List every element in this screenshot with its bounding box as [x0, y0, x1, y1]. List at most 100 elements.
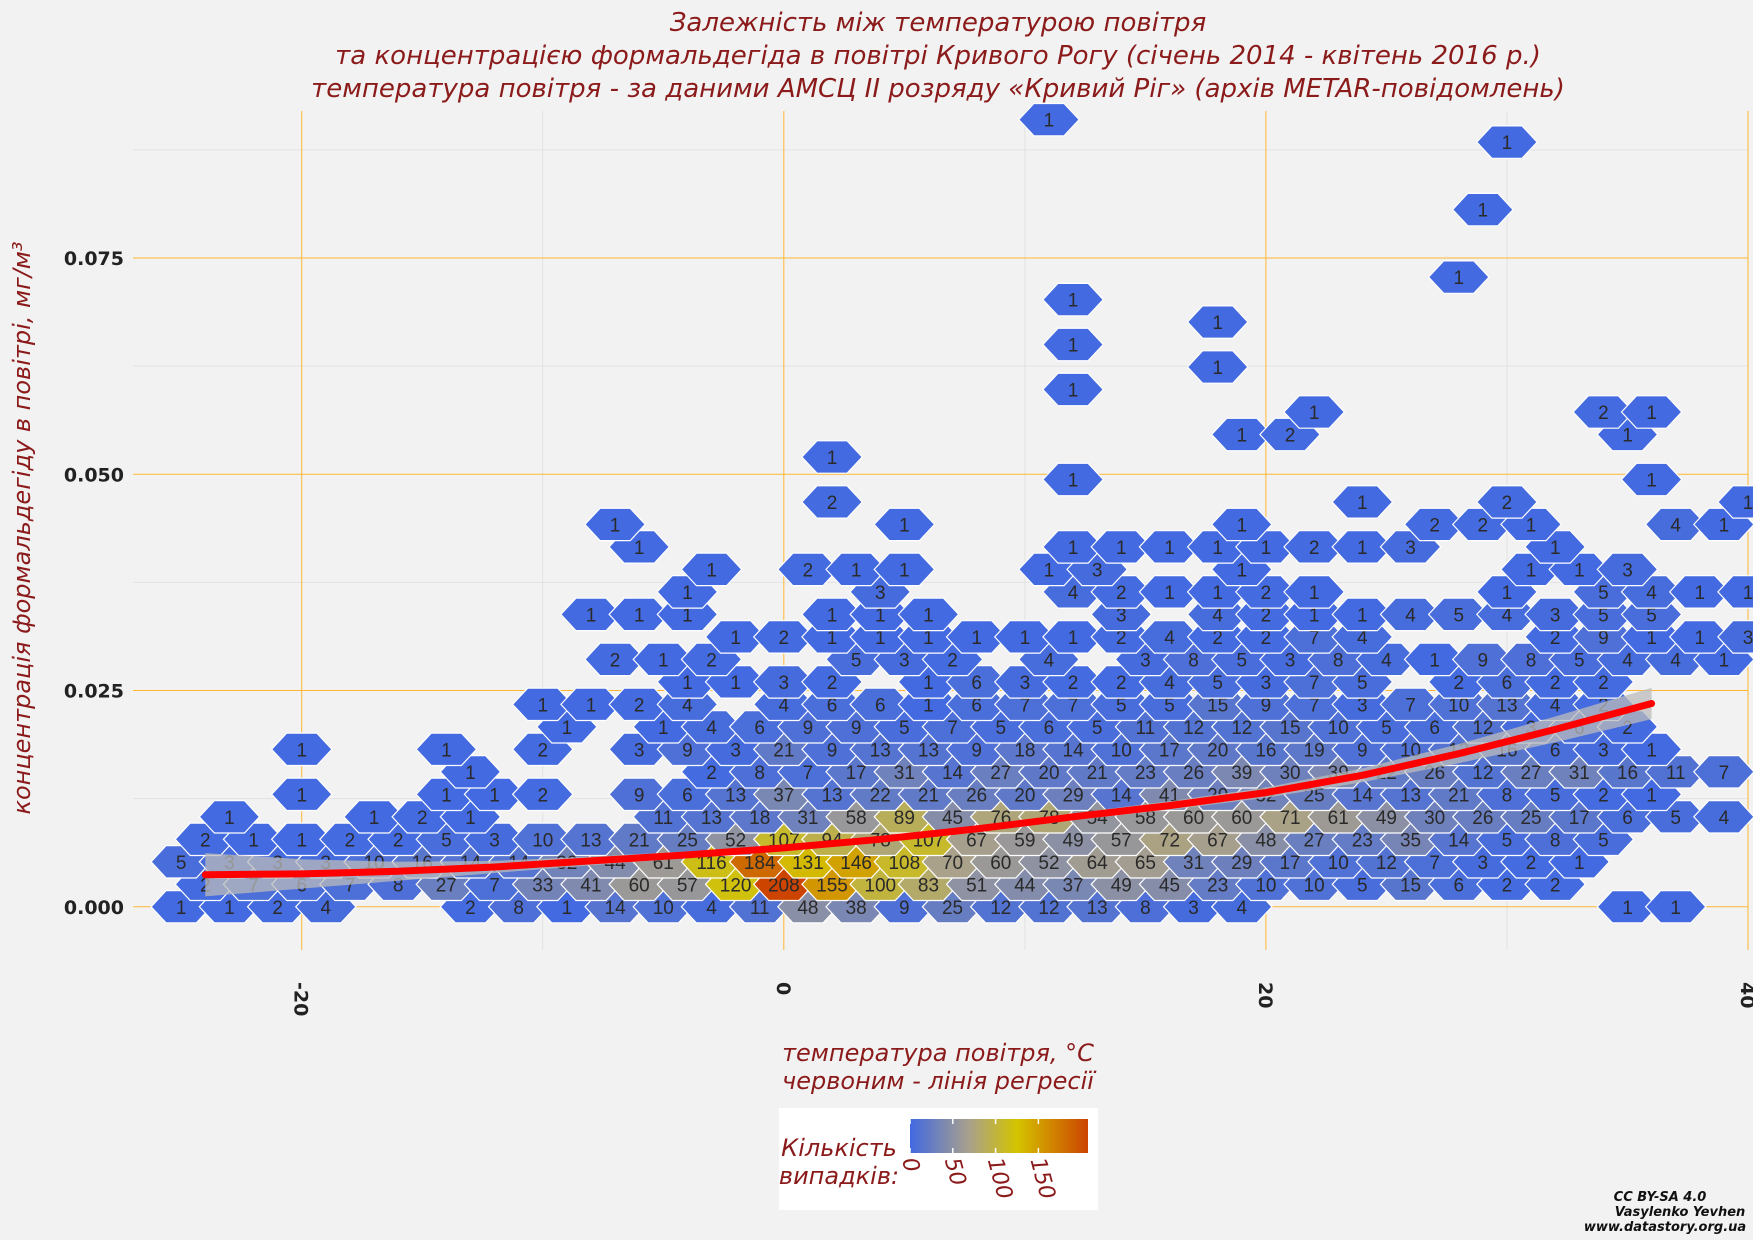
hex-count-label: 9	[634, 785, 645, 806]
hex-count-label: 14	[1352, 785, 1374, 806]
hex-count-label: 1	[1646, 785, 1657, 806]
hex-count-label: 64	[1087, 853, 1109, 874]
hex-bin	[415, 732, 478, 767]
hex-count-label: 6	[1622, 808, 1633, 829]
hex-count-label: 49	[1111, 875, 1132, 896]
hex-count-label: 2	[1598, 785, 1609, 806]
title-line-3: температура повітря - за даними АМСЦ ІІ …	[311, 74, 1565, 104]
hex-count-label: 1	[1044, 111, 1055, 132]
x-tick-label: -20	[290, 982, 312, 1016]
hex-count-label: 1	[923, 673, 934, 694]
hex-count-label: 8	[1526, 650, 1537, 671]
hex-count-label: 5	[1598, 830, 1609, 851]
hex-count-label: 7	[1309, 628, 1320, 649]
hex-count-label: 7	[345, 875, 356, 896]
hex-count-label: 1	[1261, 538, 1272, 559]
legend: Кількість випадків: 0 50 100 150	[779, 1108, 1098, 1210]
y-tick-label: 0.075	[64, 248, 124, 270]
hex-count-label: 7	[489, 875, 500, 896]
hex-count-label: 1	[224, 808, 235, 829]
hex-count-label: 23	[1352, 830, 1373, 851]
hex-count-label: 2	[827, 493, 838, 514]
hex-count-label: 59	[1014, 830, 1035, 851]
hex-count-label: 14	[942, 763, 964, 784]
hex-count-label: 58	[846, 808, 867, 829]
hex-count-label: 2	[947, 650, 958, 671]
hex-count-label: 25	[1520, 808, 1541, 829]
hex-count-label: 61	[1328, 808, 1349, 829]
hex-count-label: 3	[634, 740, 645, 761]
hex-count-label: 8	[1333, 650, 1344, 671]
hex-bin	[270, 777, 333, 812]
hex-count-label: 4	[1357, 628, 1368, 649]
hex-count-label: 49	[1063, 830, 1084, 851]
hex-count-label: 2	[1309, 538, 1320, 559]
hex-count-label: 10	[1328, 853, 1349, 874]
hex-count-label: 13	[821, 785, 842, 806]
hex-count-label: 6	[1453, 875, 1464, 896]
hex-count-label: 70	[942, 853, 963, 874]
hex-count-label: 2	[610, 650, 621, 671]
hex-count-label: 2	[1550, 628, 1561, 649]
hex-bin	[1451, 192, 1514, 227]
hex-count-label: 4	[321, 898, 332, 919]
hex-count-label: 4	[1550, 695, 1561, 716]
hex-count-label: 10	[1111, 740, 1132, 761]
hex-count-label: 1	[1526, 560, 1537, 581]
hex-count-label: 3	[1357, 695, 1368, 716]
hex-bin	[801, 485, 864, 519]
hex-count-label: 27	[436, 875, 457, 896]
hex-count-label: 17	[1279, 853, 1300, 874]
hex-count-label: 2	[1212, 628, 1223, 649]
hex-count-label: 1	[562, 718, 573, 739]
hex-count-label: 3	[1405, 538, 1416, 559]
hex-count-label: 2	[1550, 875, 1561, 896]
credits: CC BY-SA 4.0 Vasylenko Yevhen www.datast…	[1584, 1190, 1746, 1235]
hex-count-label: 33	[532, 875, 553, 896]
hex-count-label: 1	[1164, 538, 1175, 559]
hex-bin	[1475, 485, 1538, 519]
hex-count-label: 71	[1279, 808, 1300, 829]
hex-count-label: 1	[899, 560, 910, 581]
x-axis-label-line-1: температура повітря, °С	[782, 1039, 1094, 1067]
hex-count-label: 1	[1478, 201, 1489, 222]
title-line-1: Залежність між температурою повітря	[670, 8, 1206, 38]
hex-count-label: 35	[1400, 830, 1421, 851]
hex-count-label: 5	[1502, 830, 1513, 851]
hex-count-label: 10	[1328, 718, 1349, 739]
y-axis-label: концентрація формальдегіду в повітрі, мг…	[8, 241, 36, 814]
hex-count-label: 1	[827, 605, 838, 626]
hex-count-label: 131	[792, 853, 824, 874]
hex-bin	[1042, 462, 1105, 497]
hex-count-label: 5	[1598, 605, 1609, 626]
hex-count-label: 17	[1569, 808, 1590, 829]
hex-count-label: 2	[1116, 628, 1127, 649]
hex-count-label: 21	[1087, 763, 1108, 784]
hex-count-label: 2	[706, 763, 717, 784]
hex-count-label: 2	[1598, 403, 1609, 424]
hex-count-label: 1	[1743, 493, 1753, 514]
credit-license: CC BY-SA 4.0	[1614, 1190, 1707, 1205]
hex-count-label: 5	[1574, 650, 1585, 671]
hex-bin	[873, 507, 936, 542]
x-axis-label: температура повітря, °С червоним - лінія…	[782, 1039, 1097, 1095]
hex-count-label: 2	[1550, 673, 1561, 694]
hex-count-label: 10	[1304, 875, 1325, 896]
hex-count-label: 9	[971, 740, 982, 761]
x-axis-label-line-2: червоним - лінія регресії	[782, 1067, 1097, 1095]
hex-count-label: 4	[1405, 605, 1416, 626]
hex-count-label: 5	[1092, 718, 1103, 739]
hex-count-label: 23	[1207, 875, 1228, 896]
hex-count-label: 1	[923, 605, 934, 626]
hex-bin	[897, 597, 960, 632]
hex-count-label: 31	[1569, 763, 1590, 784]
hex-count-label: 16	[1617, 763, 1638, 784]
hex-count-label: 4	[1719, 808, 1730, 829]
hex-count-label: 20	[1207, 740, 1228, 761]
y-tick-label: 0.025	[64, 681, 124, 703]
hex-count-label: 51	[966, 875, 987, 896]
hex-count-label: 3	[1478, 853, 1489, 874]
hex-bin	[873, 552, 936, 587]
hex-count-label: 14	[605, 898, 627, 919]
